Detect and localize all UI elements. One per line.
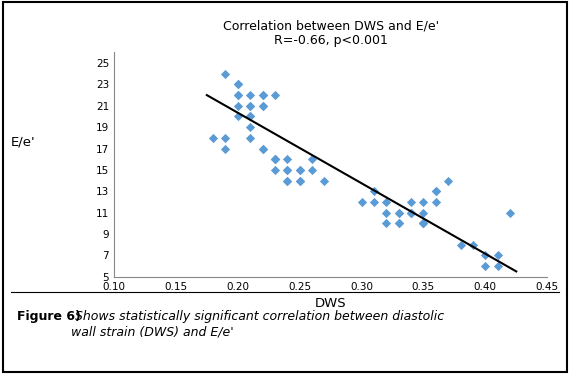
Point (270, 156, 279, 162)
Point (406, 210, 416, 216)
Point (246, 103, 255, 109)
Point (258, 103, 267, 109)
Point (394, 220, 403, 226)
Text: Figure 6): Figure 6) (17, 310, 81, 324)
Point (307, 167, 316, 173)
Point (443, 178, 453, 184)
Point (369, 199, 378, 205)
Point (270, 92, 279, 98)
Point (221, 71, 230, 77)
Point (246, 113, 255, 119)
Point (221, 135, 230, 141)
Point (258, 145, 267, 151)
Point (493, 263, 502, 269)
Point (246, 113, 255, 119)
Point (406, 210, 416, 216)
Point (246, 135, 255, 141)
Text: E/e': E/e' (10, 136, 35, 148)
Point (233, 82, 242, 88)
Point (270, 167, 279, 173)
Point (394, 210, 403, 216)
Point (506, 210, 515, 216)
Point (394, 220, 403, 226)
Point (406, 199, 416, 205)
Point (431, 188, 441, 194)
Point (258, 103, 267, 109)
Point (369, 188, 378, 194)
Point (481, 263, 490, 269)
Point (209, 135, 218, 141)
Point (258, 92, 267, 98)
Point (419, 220, 428, 226)
Point (233, 113, 242, 119)
Point (419, 210, 428, 216)
Point (270, 156, 279, 162)
Point (431, 188, 441, 194)
Point (320, 178, 329, 184)
Point (233, 92, 242, 98)
Point (419, 220, 428, 226)
Point (258, 92, 267, 98)
Point (382, 210, 391, 216)
Point (419, 220, 428, 226)
Point (233, 92, 242, 98)
Point (283, 178, 292, 184)
Point (246, 124, 255, 130)
Point (394, 210, 403, 216)
Point (246, 103, 255, 109)
Point (233, 82, 242, 88)
Point (283, 178, 292, 184)
Point (258, 145, 267, 151)
Point (270, 156, 279, 162)
Point (382, 220, 391, 226)
Title: Correlation between DWS and E/e'
R=-0.66, p<0.001: Correlation between DWS and E/e' R=-0.66… (222, 19, 439, 47)
Point (406, 210, 416, 216)
X-axis label: DWS: DWS (315, 297, 347, 310)
Point (295, 167, 304, 173)
Point (431, 199, 441, 205)
Point (295, 167, 304, 173)
Point (295, 178, 304, 184)
Point (481, 252, 490, 258)
Point (456, 242, 465, 248)
Point (419, 199, 428, 205)
Point (357, 199, 366, 205)
Point (283, 167, 292, 173)
Point (283, 156, 292, 162)
Point (307, 156, 316, 162)
Point (469, 242, 478, 248)
Point (295, 178, 304, 184)
Point (382, 199, 391, 205)
Point (246, 92, 255, 98)
Point (283, 167, 292, 173)
Text: Shows statistically significant correlation between diastolic
wall strain (DWS) : Shows statistically significant correlat… (71, 310, 445, 338)
Point (233, 103, 242, 109)
Point (493, 252, 502, 258)
Point (221, 145, 230, 151)
